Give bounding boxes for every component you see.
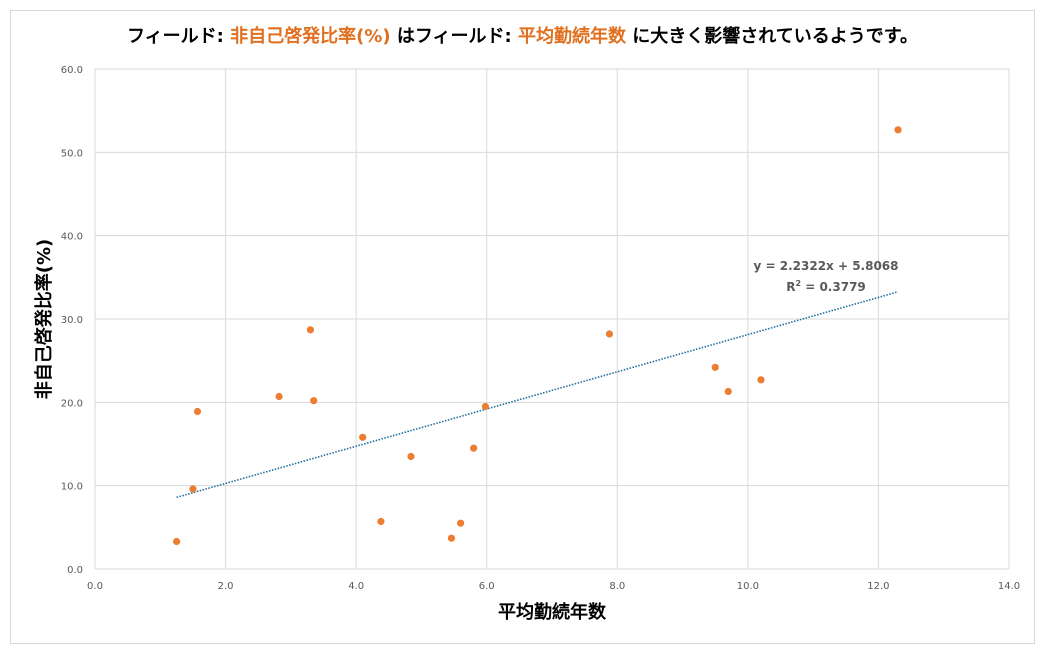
data-point (193, 407, 202, 416)
data-point (605, 330, 614, 338)
y-tick-label: 10.0 (61, 482, 83, 493)
data-point (711, 363, 719, 371)
y-tick-label: 20.0 (61, 398, 83, 409)
tick-labels: 0.0 2.0 4.0 6.0 8.0 10.0 12.0 14.0 0.0 10.0 20.0 30… (61, 65, 1020, 592)
y-tick-label: 50.0 (61, 148, 83, 159)
y-tick-label: 40.0 (61, 232, 83, 243)
x-tick-label: 10.0 (737, 581, 759, 592)
x-tick-label: 4.0 (348, 581, 364, 592)
x-axis-label: 平均勤続年数 (498, 601, 607, 623)
data-points (173, 126, 902, 546)
title-field-x: 平均勤続年数 (518, 26, 627, 47)
trendline-equation: y = 2.2322x + 5.8068 R2 = 0.3779 (746, 258, 906, 296)
data-point (724, 387, 732, 396)
y-axis-label: 非自己啓発比率(%) (33, 239, 55, 400)
title-suffix: に大きく影響されているようです。 (626, 26, 918, 47)
data-point (189, 485, 197, 493)
y-tick-label: 60.0 (61, 65, 83, 76)
data-point (894, 126, 902, 134)
data-point (310, 397, 318, 405)
data-point (407, 452, 415, 461)
trendline (176, 291, 899, 499)
data-point (359, 433, 367, 441)
data-point (481, 402, 490, 411)
x-tick-label: 0.0 (87, 581, 103, 592)
x-tick-label: 6.0 (479, 581, 495, 592)
r-squared-text: R2 = 0.3779 (786, 279, 866, 294)
data-point (470, 444, 478, 452)
data-point (306, 326, 315, 334)
x-tick-label: 8.0 (609, 581, 625, 592)
title-prefix: フィールド: (127, 26, 231, 47)
grid (94, 68, 1010, 570)
y-tick-label: 30.0 (61, 315, 83, 326)
data-point (275, 392, 283, 401)
chart-frame (10, 10, 1035, 644)
data-point (173, 537, 181, 546)
data-point (457, 519, 465, 527)
y-tick-label: 0.0 (67, 565, 83, 576)
chart-title: フィールド: 非自己啓発比率(%) はフィールド: 平均勤続年数 に大きく影響さ… (0, 22, 1045, 48)
data-point (447, 534, 456, 542)
x-tick-label: 14.0 (998, 581, 1020, 592)
equation-text: y = 2.2322x + 5.8068 (753, 259, 899, 273)
data-point (757, 376, 765, 384)
data-point (377, 517, 385, 526)
title-middle: はフィールド: (390, 26, 519, 47)
x-tick-label: 2.0 (218, 581, 234, 592)
title-field-y: 非自己啓発比率(%) (230, 26, 391, 47)
trendline-group (176, 291, 899, 499)
x-tick-label: 12.0 (867, 581, 889, 592)
